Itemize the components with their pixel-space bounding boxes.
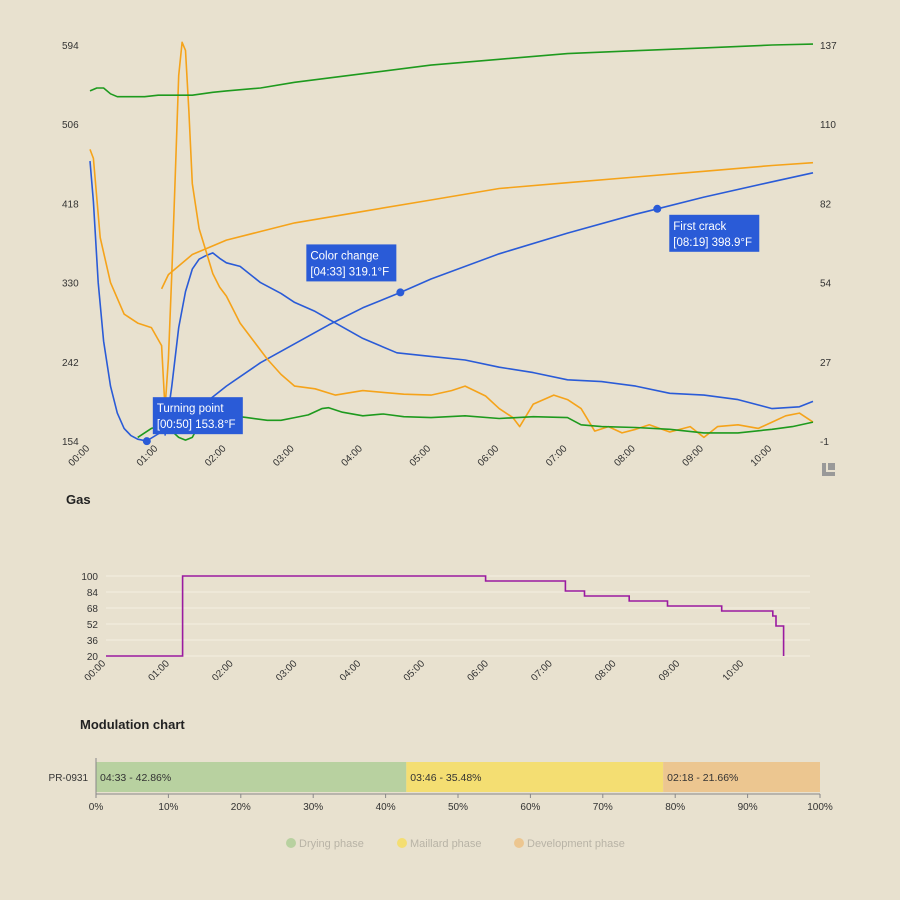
legend-swatch-icon[interactable]	[514, 838, 524, 848]
annotation-title: Turning point	[157, 403, 225, 415]
y-left-tick-label: 330	[62, 279, 79, 290]
chart-logo-icon	[822, 463, 835, 476]
gas-y-tick-label: 52	[87, 620, 99, 631]
mod-x-tick-label: 90%	[738, 802, 758, 813]
x-tick-label: 02:00	[203, 443, 229, 469]
legend-label[interactable]: Maillard phase	[410, 838, 482, 850]
y-right-tick-label: 54	[820, 279, 832, 290]
y-right-tick-label: 137	[820, 41, 837, 52]
gas-x-tick-label: 06:00	[465, 658, 491, 680]
mod-x-tick-label: 0%	[89, 802, 104, 813]
annotation-title: Color change	[310, 250, 378, 262]
legend-swatch-icon[interactable]	[397, 838, 407, 848]
phase-bar-label: 04:33 - 42.86%	[100, 772, 171, 784]
mod-x-tick-label: 100%	[807, 802, 833, 813]
x-tick-label: 03:00	[271, 443, 297, 469]
x-tick-label: 06:00	[476, 443, 502, 469]
mod-x-tick-label: 40%	[376, 802, 396, 813]
mod-x-tick-label: 10%	[158, 802, 178, 813]
x-tick-label: 09:00	[681, 443, 707, 469]
gas-x-tick-label: 04:00	[338, 658, 364, 680]
annotation-box	[152, 397, 243, 435]
series-line-green	[89, 43, 814, 98]
gas-y-tick-label: 84	[87, 588, 99, 599]
category-label: PR-0931	[49, 773, 89, 784]
phase-bar-label: 03:46 - 35.48%	[410, 772, 481, 784]
series-line-blue	[146, 172, 814, 442]
annotation-value: [04:33] 319.1°F	[310, 266, 389, 278]
gas-x-tick-label: 05:00	[402, 658, 428, 680]
mod-x-tick-label: 80%	[665, 802, 685, 813]
gas-x-tick-label: 07:00	[529, 658, 555, 680]
y-right-tick-label: 27	[820, 358, 832, 369]
y-right-tick-label: 82	[820, 199, 832, 210]
mod-x-tick-label: 70%	[593, 802, 613, 813]
modulation-chart-title: Modulation chart	[80, 717, 185, 732]
gas-x-tick-label: 08:00	[593, 658, 619, 680]
mod-x-tick-label: 30%	[303, 802, 323, 813]
gas-x-tick-label: 03:00	[274, 658, 300, 680]
gas-x-tick-label: 10:00	[721, 658, 747, 680]
phase-bar-segment[interactable]	[96, 762, 407, 792]
gas-x-tick-label: 02:00	[210, 658, 236, 680]
y-left-tick-label: 154	[62, 437, 79, 448]
y-left-tick-label: 506	[62, 120, 79, 131]
x-tick-label: 01:00	[135, 443, 161, 469]
event-marker[interactable]	[653, 204, 662, 213]
legend-swatch-icon[interactable]	[286, 838, 296, 848]
annotation-box	[306, 244, 397, 282]
gas-y-tick-label: 68	[87, 604, 99, 615]
gas-line	[106, 575, 785, 657]
x-tick-label: 08:00	[612, 443, 638, 469]
event-marker[interactable]	[142, 437, 151, 446]
legend-label[interactable]: Drying phase	[299, 838, 364, 850]
gas-y-tick-label: 20	[87, 652, 99, 663]
y-right-tick-label: 110	[820, 120, 836, 131]
y-left-tick-label: 594	[62, 41, 79, 52]
event-marker[interactable]	[396, 288, 405, 297]
mod-x-tick-label: 50%	[448, 802, 468, 813]
annotation-box	[669, 214, 760, 252]
phase-bar-segment[interactable]	[663, 762, 820, 792]
x-tick-label: 04:00	[339, 443, 365, 469]
gas-x-tick-label: 09:00	[657, 658, 683, 680]
gas-y-tick-label: 36	[87, 636, 99, 647]
phase-bar-label: 02:18 - 21.66%	[667, 772, 738, 784]
gas-chart-title: Gas	[66, 492, 91, 507]
x-tick-label: 10:00	[749, 443, 775, 469]
modulation-chart: Modulation chart 04:33 - 42.86% 03:46 - 3…	[49, 717, 833, 850]
annotation-value: [00:50] 153.8°F	[157, 419, 236, 431]
series-line-orange	[160, 161, 814, 290]
legend-label[interactable]: Development phase	[527, 838, 625, 850]
y-left-tick-label: 418	[62, 199, 79, 210]
series-line-blue	[89, 161, 147, 442]
gas-x-tick-label: 01:00	[146, 658, 172, 680]
y-left-tick-label: 242	[62, 358, 79, 369]
mod-x-tick-label: 60%	[520, 802, 540, 813]
annotation-value: [08:19] 398.9°F	[673, 237, 752, 249]
phase-bar-segment[interactable]	[406, 762, 664, 792]
annotation-title: First crack	[673, 221, 726, 233]
y-right-tick-label: -1	[820, 437, 829, 448]
x-tick-label: 07:00	[544, 443, 570, 469]
mod-x-tick-label: 20%	[231, 802, 251, 813]
gas-y-tick-label: 100	[81, 572, 98, 583]
series-line-blue	[164, 252, 814, 436]
x-tick-label: 05:00	[408, 443, 434, 469]
